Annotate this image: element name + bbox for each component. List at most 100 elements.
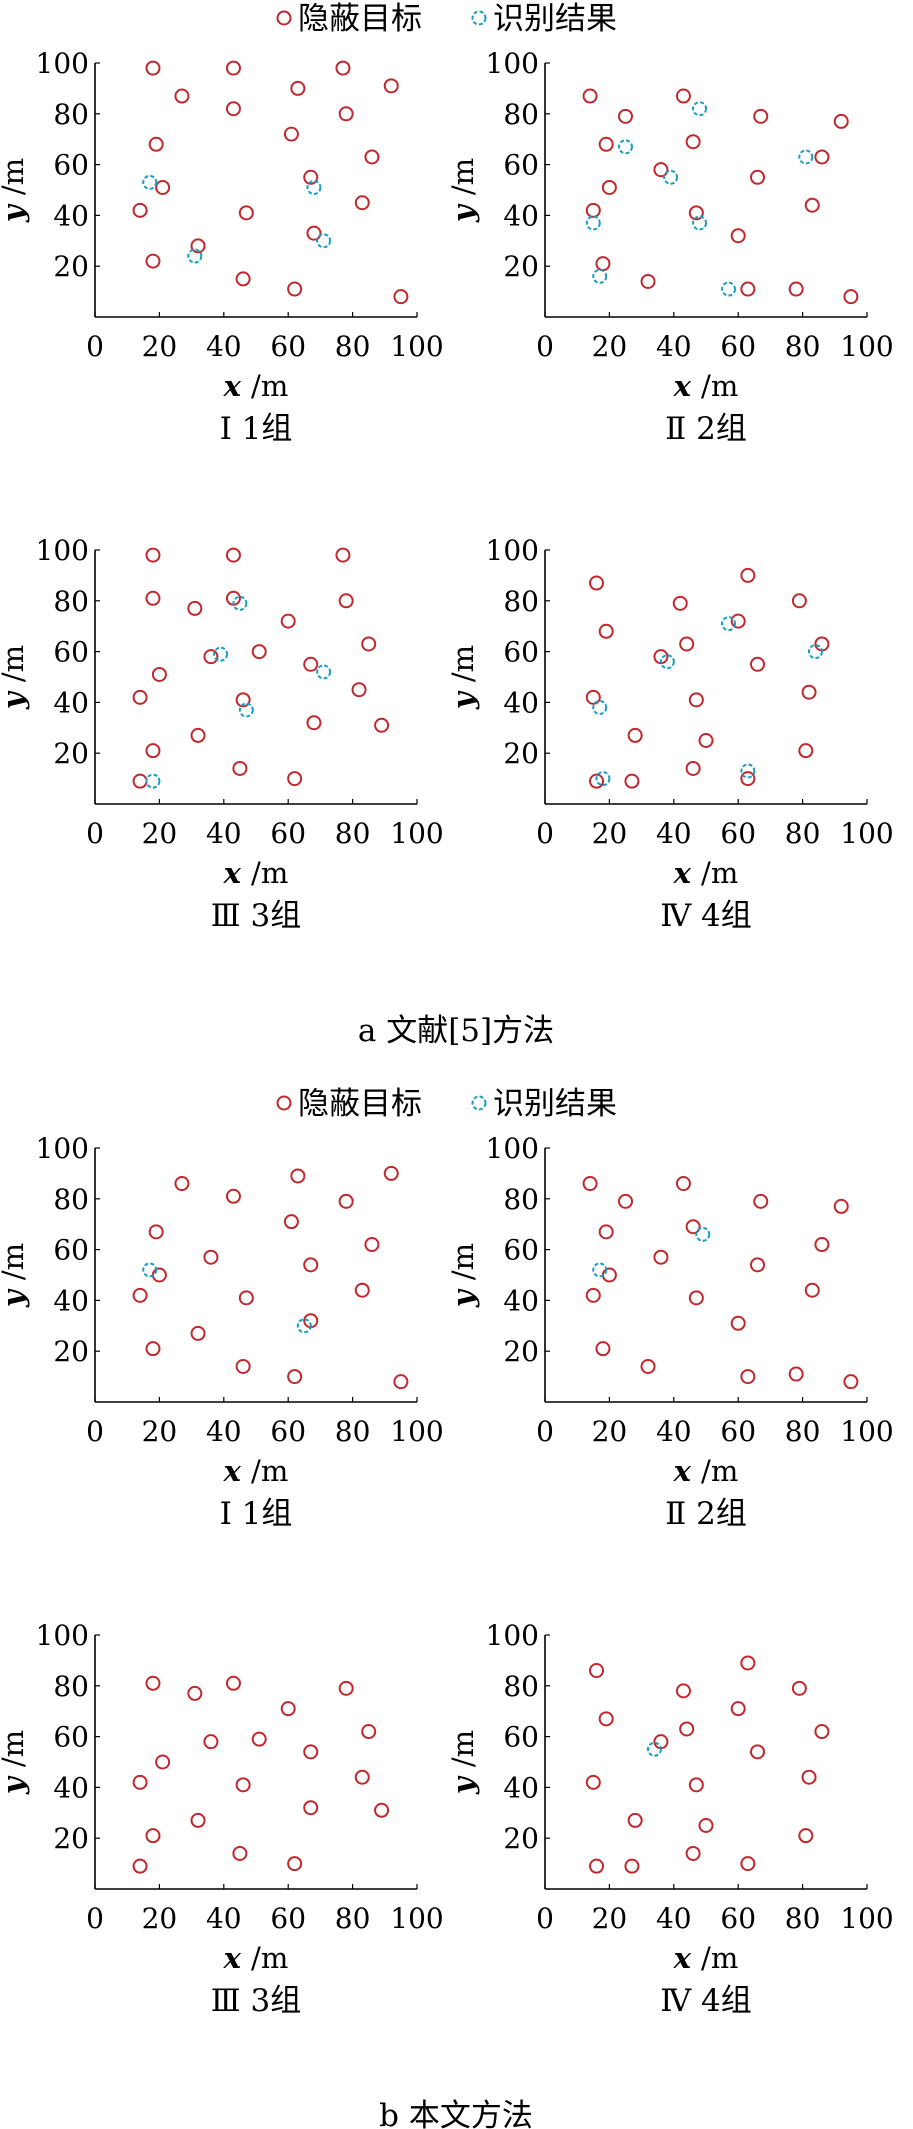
section-caption: a 文献[5]方法: [358, 1013, 554, 1049]
legend-target-label: 隐蔽目标: [298, 1, 422, 37]
target-point: [833, 113, 849, 129]
y-tick-label: 40: [503, 1771, 539, 1804]
x-axis-label: x /m: [223, 369, 289, 403]
target-point: [235, 271, 251, 287]
target-point: [238, 205, 254, 221]
y-tick-label: 20: [53, 250, 89, 283]
target-point: [788, 1366, 804, 1382]
y-tick-label: 100: [36, 534, 89, 567]
target-point: [303, 1257, 319, 1273]
target-point: [640, 1358, 656, 1374]
target-point: [148, 1224, 164, 1240]
y-tick-label: 100: [486, 47, 539, 80]
target-point: [190, 238, 206, 254]
target-point: [303, 1800, 319, 1816]
target-point: [624, 773, 640, 789]
target-point: [730, 228, 746, 244]
target-point: [624, 1858, 640, 1874]
y-tick-label: 60: [503, 636, 539, 669]
x-tick-label: 100: [390, 817, 443, 850]
target-point: [155, 179, 171, 195]
target-point: [132, 1287, 148, 1303]
target-point: [132, 1774, 148, 1790]
result-point: [695, 1226, 711, 1242]
x-tick-label: 60: [720, 1415, 756, 1448]
target-point: [145, 547, 161, 563]
x-axis-label: x /m: [223, 1454, 289, 1488]
y-tick-label: 100: [486, 1619, 539, 1652]
target-point: [653, 1249, 669, 1265]
x-axis-label: x /m: [223, 1941, 289, 1975]
target-point: [804, 197, 820, 213]
result-point: [213, 646, 229, 662]
x-tick-label: 60: [720, 1902, 756, 1935]
result-point: [592, 268, 608, 284]
target-point: [151, 1267, 167, 1283]
target-point: [283, 126, 299, 142]
result-point: [595, 771, 611, 787]
target-point: [374, 717, 390, 733]
group-label: Ⅱ 2组: [665, 411, 747, 447]
target-point: [174, 1176, 190, 1192]
scatter-panel: 0 20 40 60 80 100 20 40 60 80 100 x /m y /m Ⅱ 2组: [446, 1132, 894, 1532]
y-tick-label: 40: [503, 199, 539, 232]
x-tick-label: 60: [270, 330, 306, 363]
x-tick-label: 80: [785, 1415, 821, 1448]
x-axis-label: x /m: [673, 856, 739, 890]
y-tick-label: 60: [503, 1234, 539, 1267]
target-point: [595, 1341, 611, 1357]
y-tick-label: 80: [503, 585, 539, 618]
target-point: [582, 1176, 598, 1192]
target-point: [145, 743, 161, 759]
result-point: [238, 702, 254, 718]
x-tick-label: 80: [335, 817, 371, 850]
target-point: [798, 1828, 814, 1844]
y-tick-label: 60: [53, 1721, 89, 1754]
target-point: [361, 1724, 377, 1740]
result-point: [740, 763, 756, 779]
result-point: [306, 179, 322, 195]
target-point: [251, 1731, 267, 1747]
target-point: [238, 1290, 254, 1306]
x-axis-label: x /m: [673, 1454, 739, 1488]
result-point: [142, 1262, 158, 1278]
scatter-panel: 0 20 40 60 80 100 20 40 60 80 100 x /m y /m Ⅲ 3组: [0, 1619, 444, 2019]
x-tick-label: 0: [536, 1415, 554, 1448]
target-point: [843, 289, 859, 305]
x-tick-label: 20: [592, 330, 628, 363]
x-tick-label: 100: [840, 817, 893, 850]
target-point: [145, 1341, 161, 1357]
target-point: [833, 1198, 849, 1214]
target-point: [740, 567, 756, 583]
target-point: [393, 289, 409, 305]
target-point: [618, 1193, 633, 1209]
target-point: [814, 1237, 830, 1253]
target-point: [132, 773, 148, 789]
y-tick-label: 40: [53, 686, 89, 719]
target-point: [148, 136, 164, 152]
target-point: [685, 1219, 701, 1235]
target-point: [627, 1812, 643, 1828]
target-point: [640, 273, 656, 289]
target-point: [393, 1374, 409, 1390]
target-point: [740, 1369, 756, 1385]
target-point: [788, 281, 804, 297]
target-point: [585, 1287, 601, 1303]
y-axis-label: y /m: [446, 158, 480, 223]
result-point: [659, 654, 675, 670]
x-tick-label: 20: [142, 1902, 178, 1935]
result-point: [592, 699, 608, 715]
section-caption: b 本文方法: [379, 2098, 533, 2129]
target-point: [750, 169, 766, 185]
target-point: [688, 692, 704, 708]
y-tick-label: 20: [503, 737, 539, 770]
y-tick-label: 40: [53, 1284, 89, 1317]
target-point: [132, 202, 148, 218]
target-point: [280, 613, 296, 629]
legend-result-label: 识别结果: [493, 1, 617, 37]
target-point: [235, 692, 251, 708]
x-tick-label: 0: [536, 330, 554, 363]
target-point: [627, 727, 643, 743]
result-point: [692, 215, 708, 231]
target-point: [174, 88, 190, 104]
